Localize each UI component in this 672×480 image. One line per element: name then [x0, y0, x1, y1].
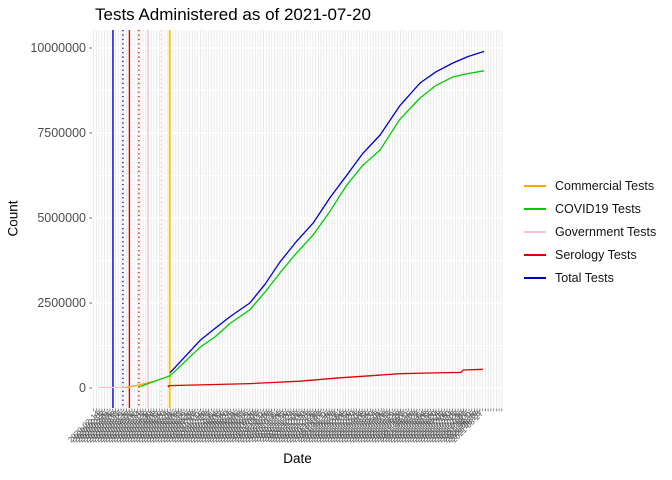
- y-tick-label: 10000000: [30, 41, 86, 55]
- series-lines: [98, 50, 485, 389]
- legend-key-line: [524, 184, 546, 187]
- legend: Commercial Tests COVID19 Tests Government …: [524, 174, 656, 289]
- y-tick-label: 2500000: [37, 296, 86, 310]
- legend-item: COVID19 Tests: [524, 197, 656, 220]
- legend-item-label: Commercial Tests: [555, 178, 655, 193]
- y-tick-label: 0: [79, 381, 86, 395]
- series-line-covid19-tests: [138, 70, 485, 388]
- y-axis-ticks: 0 2500000 5000000 7500000 10000000: [30, 41, 92, 395]
- legend-item: Total Tests: [524, 266, 656, 289]
- legend-item: Serology Tests: [524, 243, 656, 266]
- legend-item-label: Serology Tests: [555, 247, 637, 262]
- reference-vlines: [112, 30, 171, 408]
- chart-title: Tests Administered as of 2021-07-20: [95, 5, 371, 24]
- x-axis-tick-labels: 2020-02-142020-02-182020-02-222020-02-26…: [66, 409, 485, 445]
- legend-item: Government Tests: [524, 220, 656, 243]
- legend-key-line: [524, 276, 546, 279]
- legend-key-line: [524, 230, 546, 233]
- legend-item: Commercial Tests: [524, 174, 656, 197]
- legend-key-line: [524, 253, 546, 256]
- series-line-total-tests: [169, 50, 485, 374]
- legend-item-label: Government Tests: [555, 224, 657, 239]
- x-axis-tick-marks: [92, 408, 503, 412]
- series-line-commercial-tests: [124, 380, 153, 389]
- y-axis-title: Count: [5, 200, 21, 237]
- series-line-serology-tests: [167, 368, 483, 388]
- x-axis-title: Date: [283, 451, 312, 466]
- y-tick-label: 5000000: [37, 211, 86, 225]
- legend-key-line: [524, 207, 546, 210]
- y-tick-label: 7500000: [37, 126, 86, 140]
- legend-item-label: Total Tests: [555, 270, 614, 285]
- legend-item-label: COVID19 Tests: [555, 201, 641, 216]
